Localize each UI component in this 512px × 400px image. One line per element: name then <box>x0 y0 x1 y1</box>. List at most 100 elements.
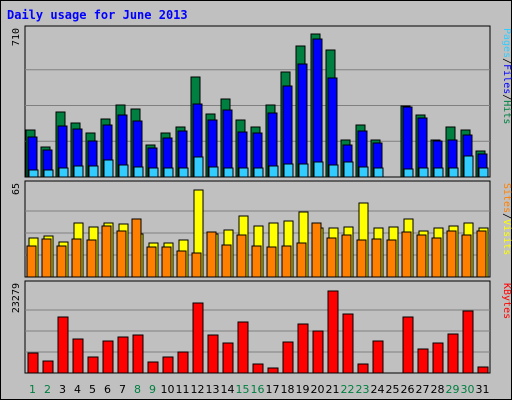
x-tick-label-29: 29 <box>446 383 460 396</box>
x-tick-label-24: 24 <box>371 383 385 396</box>
x-tick-label-22: 22 <box>341 383 355 396</box>
bar-sites-day-20 <box>311 222 322 278</box>
bar-files-day-20 <box>312 38 323 178</box>
bar-sites-day-2 <box>41 238 52 278</box>
x-tick-label-15: 15 <box>236 383 250 396</box>
x-tick-label-9: 9 <box>149 383 156 396</box>
series-legend-label: KBytes <box>501 283 512 319</box>
bar-pages-day-17 <box>268 165 279 178</box>
bar-pages-day-6 <box>103 159 114 178</box>
x-tick-label-28: 28 <box>431 383 445 396</box>
bar-sites-day-13 <box>206 231 217 278</box>
bar-sites-day-5 <box>86 239 97 278</box>
bar-pages-day-30 <box>463 155 474 178</box>
x-tick-label-3: 3 <box>59 383 66 396</box>
bar-sites-day-12 <box>191 252 202 278</box>
bar-kbytes-day-27 <box>417 348 429 374</box>
bar-kbytes-day-1 <box>27 352 39 374</box>
chart-title: Daily usage for June 2013 <box>7 8 188 22</box>
bar-sites-day-3 <box>56 245 67 278</box>
bar-pages-day-13 <box>208 166 219 178</box>
panel-2: 65 Sites/Visits <box>11 180 512 278</box>
bar-sites-day-10 <box>161 246 172 278</box>
legend-part: Sites <box>501 183 512 213</box>
y-max-label: 710 <box>11 28 22 46</box>
x-tick-label-13: 13 <box>206 383 220 396</box>
bar-kbytes-day-4 <box>72 338 84 374</box>
bar-kbytes-day-26 <box>402 316 414 374</box>
bar-kbytes-day-28 <box>432 342 444 374</box>
x-tick-label-5: 5 <box>89 383 96 396</box>
bar-kbytes-day-2 <box>42 360 54 374</box>
x-tick-label-14: 14 <box>221 383 235 396</box>
y-max-label: 23279 <box>11 283 22 313</box>
bar-sites-day-11 <box>176 250 187 278</box>
x-tick-label-21: 21 <box>326 383 340 396</box>
x-tick-label-31: 31 <box>476 383 490 396</box>
bar-kbytes-day-6 <box>102 340 114 374</box>
x-tick-label-26: 26 <box>401 383 415 396</box>
bar-sites-day-24 <box>371 238 382 278</box>
bar-sites-day-29 <box>446 230 457 278</box>
y-max-label: 65 <box>11 183 22 195</box>
bar-kbytes-day-8 <box>132 334 144 374</box>
x-tick-label-30: 30 <box>461 383 475 396</box>
bar-kbytes-day-11 <box>177 351 189 374</box>
bar-sites-day-22 <box>341 234 352 278</box>
bar-kbytes-day-12 <box>192 302 204 374</box>
bar-pages-day-28 <box>433 167 444 178</box>
x-tick-label-2: 2 <box>44 383 51 396</box>
bar-kbytes-day-9 <box>147 361 159 374</box>
bar-sites-day-26 <box>401 231 412 278</box>
x-tick-label-20: 20 <box>311 383 325 396</box>
x-tick-label-23: 23 <box>356 383 370 396</box>
bar-sites-day-4 <box>71 238 82 278</box>
legend-part: / <box>501 94 512 100</box>
bar-pages-day-20 <box>313 161 324 178</box>
bar-pages-day-8 <box>133 166 144 178</box>
legend-part: Hits <box>501 100 512 124</box>
bar-pages-day-15 <box>238 167 249 178</box>
bar-files-day-18 <box>282 85 293 178</box>
bar-sites-day-31 <box>476 230 487 278</box>
bar-pages-day-7 <box>118 164 129 178</box>
x-tick-label-1: 1 <box>29 383 36 396</box>
bar-files-day-26 <box>402 106 413 178</box>
bar-sites-day-30 <box>461 234 472 278</box>
bar-pages-day-18 <box>283 163 294 178</box>
bar-pages-day-19 <box>298 163 309 178</box>
bar-pages-day-10 <box>163 167 174 178</box>
bar-pages-day-11 <box>178 167 189 178</box>
x-tick-label-7: 7 <box>119 383 126 396</box>
bar-files-day-14 <box>222 109 233 178</box>
bar-kbytes-day-5 <box>87 356 99 374</box>
bar-pages-day-24 <box>373 167 384 178</box>
x-tick-label-27: 27 <box>416 383 430 396</box>
bar-kbytes-day-10 <box>162 356 174 374</box>
bar-sites-day-17 <box>266 246 277 278</box>
bar-pages-day-27 <box>418 167 429 178</box>
x-tick-label-6: 6 <box>104 383 111 396</box>
bar-sites-day-6 <box>101 225 112 278</box>
bar-pages-day-22 <box>343 161 354 178</box>
bar-pages-day-1 <box>28 169 39 178</box>
bar-kbytes-day-22 <box>342 313 354 374</box>
bar-sites-day-21 <box>326 237 337 278</box>
series-legend-label: Sites/Visits <box>501 183 512 255</box>
bar-pages-day-21 <box>328 164 339 178</box>
bar-kbytes-day-17 <box>267 367 279 374</box>
bar-pages-day-3 <box>58 167 69 178</box>
bar-pages-day-4 <box>73 165 84 178</box>
legend-part: Pages <box>501 28 512 58</box>
x-tick-label-25: 25 <box>386 383 400 396</box>
bar-files-day-19 <box>297 63 308 178</box>
legend-part: / <box>501 213 512 219</box>
bar-sites-day-23 <box>356 239 367 278</box>
bar-sites-day-8 <box>131 218 142 278</box>
bar-sites-day-7 <box>116 230 127 278</box>
bar-sites-day-15 <box>236 234 247 278</box>
bar-sites-day-14 <box>221 244 232 278</box>
x-tick-label-11: 11 <box>176 383 190 396</box>
